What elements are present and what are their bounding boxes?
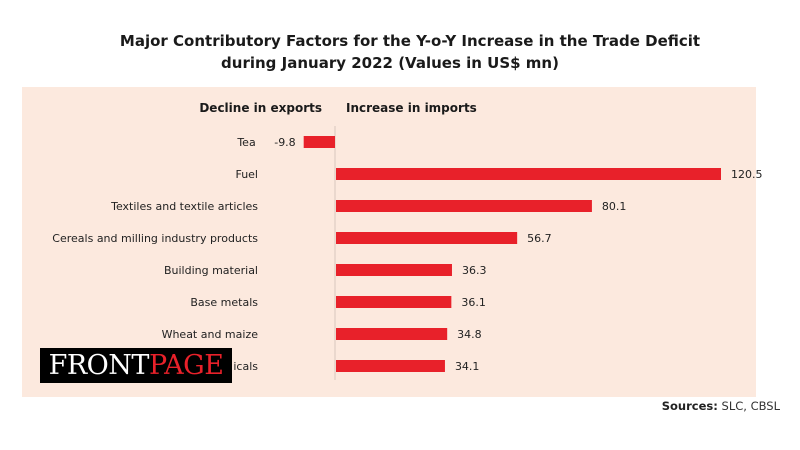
source-text: SLC, CBSL [717, 399, 781, 413]
value-label-0: -9.8 [274, 136, 295, 149]
bar-2 [336, 200, 592, 212]
chart-title: Major Contributory Factors for the Y-o-Y… [119, 32, 701, 50]
category-label-1: Fuel [235, 168, 258, 181]
value-label-4: 36.3 [462, 264, 487, 277]
bar-7 [336, 360, 445, 372]
value-label-3: 56.7 [527, 232, 552, 245]
bar-5 [336, 296, 452, 308]
right-header: Increase in imports [346, 101, 477, 115]
left-header: Decline in exports [199, 101, 322, 115]
bar-4 [336, 264, 452, 276]
bar-1 [336, 168, 721, 180]
category-label-3: Cereals and milling industry products [52, 232, 258, 245]
value-label-6: 34.8 [457, 328, 482, 341]
value-label-5: 36.1 [461, 296, 486, 309]
bar-0 [303, 136, 335, 148]
category-label-0: Tea [236, 136, 255, 149]
bar-6 [336, 328, 448, 340]
value-label-2: 80.1 [602, 200, 627, 213]
logo-page: PAGE [148, 350, 224, 381]
category-label-5: Base metals [190, 296, 258, 309]
source-note: Sources: SLC, CBSL [662, 399, 780, 413]
category-label-4: Building material [164, 264, 258, 277]
category-label-2: Textiles and textile articles [110, 200, 258, 213]
value-label-7: 34.1 [455, 360, 480, 373]
bar-3 [336, 232, 518, 244]
logo-front: FRONT [48, 350, 150, 381]
value-label-1: 120.5 [731, 168, 763, 181]
frontpage-logo: FRONTPAGE [40, 348, 232, 383]
category-label-6: Wheat and maize [162, 328, 259, 341]
chart-subtitle: during January 2022 (Values in US$ mn) [221, 54, 559, 72]
category-label-7: icals [233, 360, 258, 373]
source-label: Sources: [661, 399, 718, 413]
